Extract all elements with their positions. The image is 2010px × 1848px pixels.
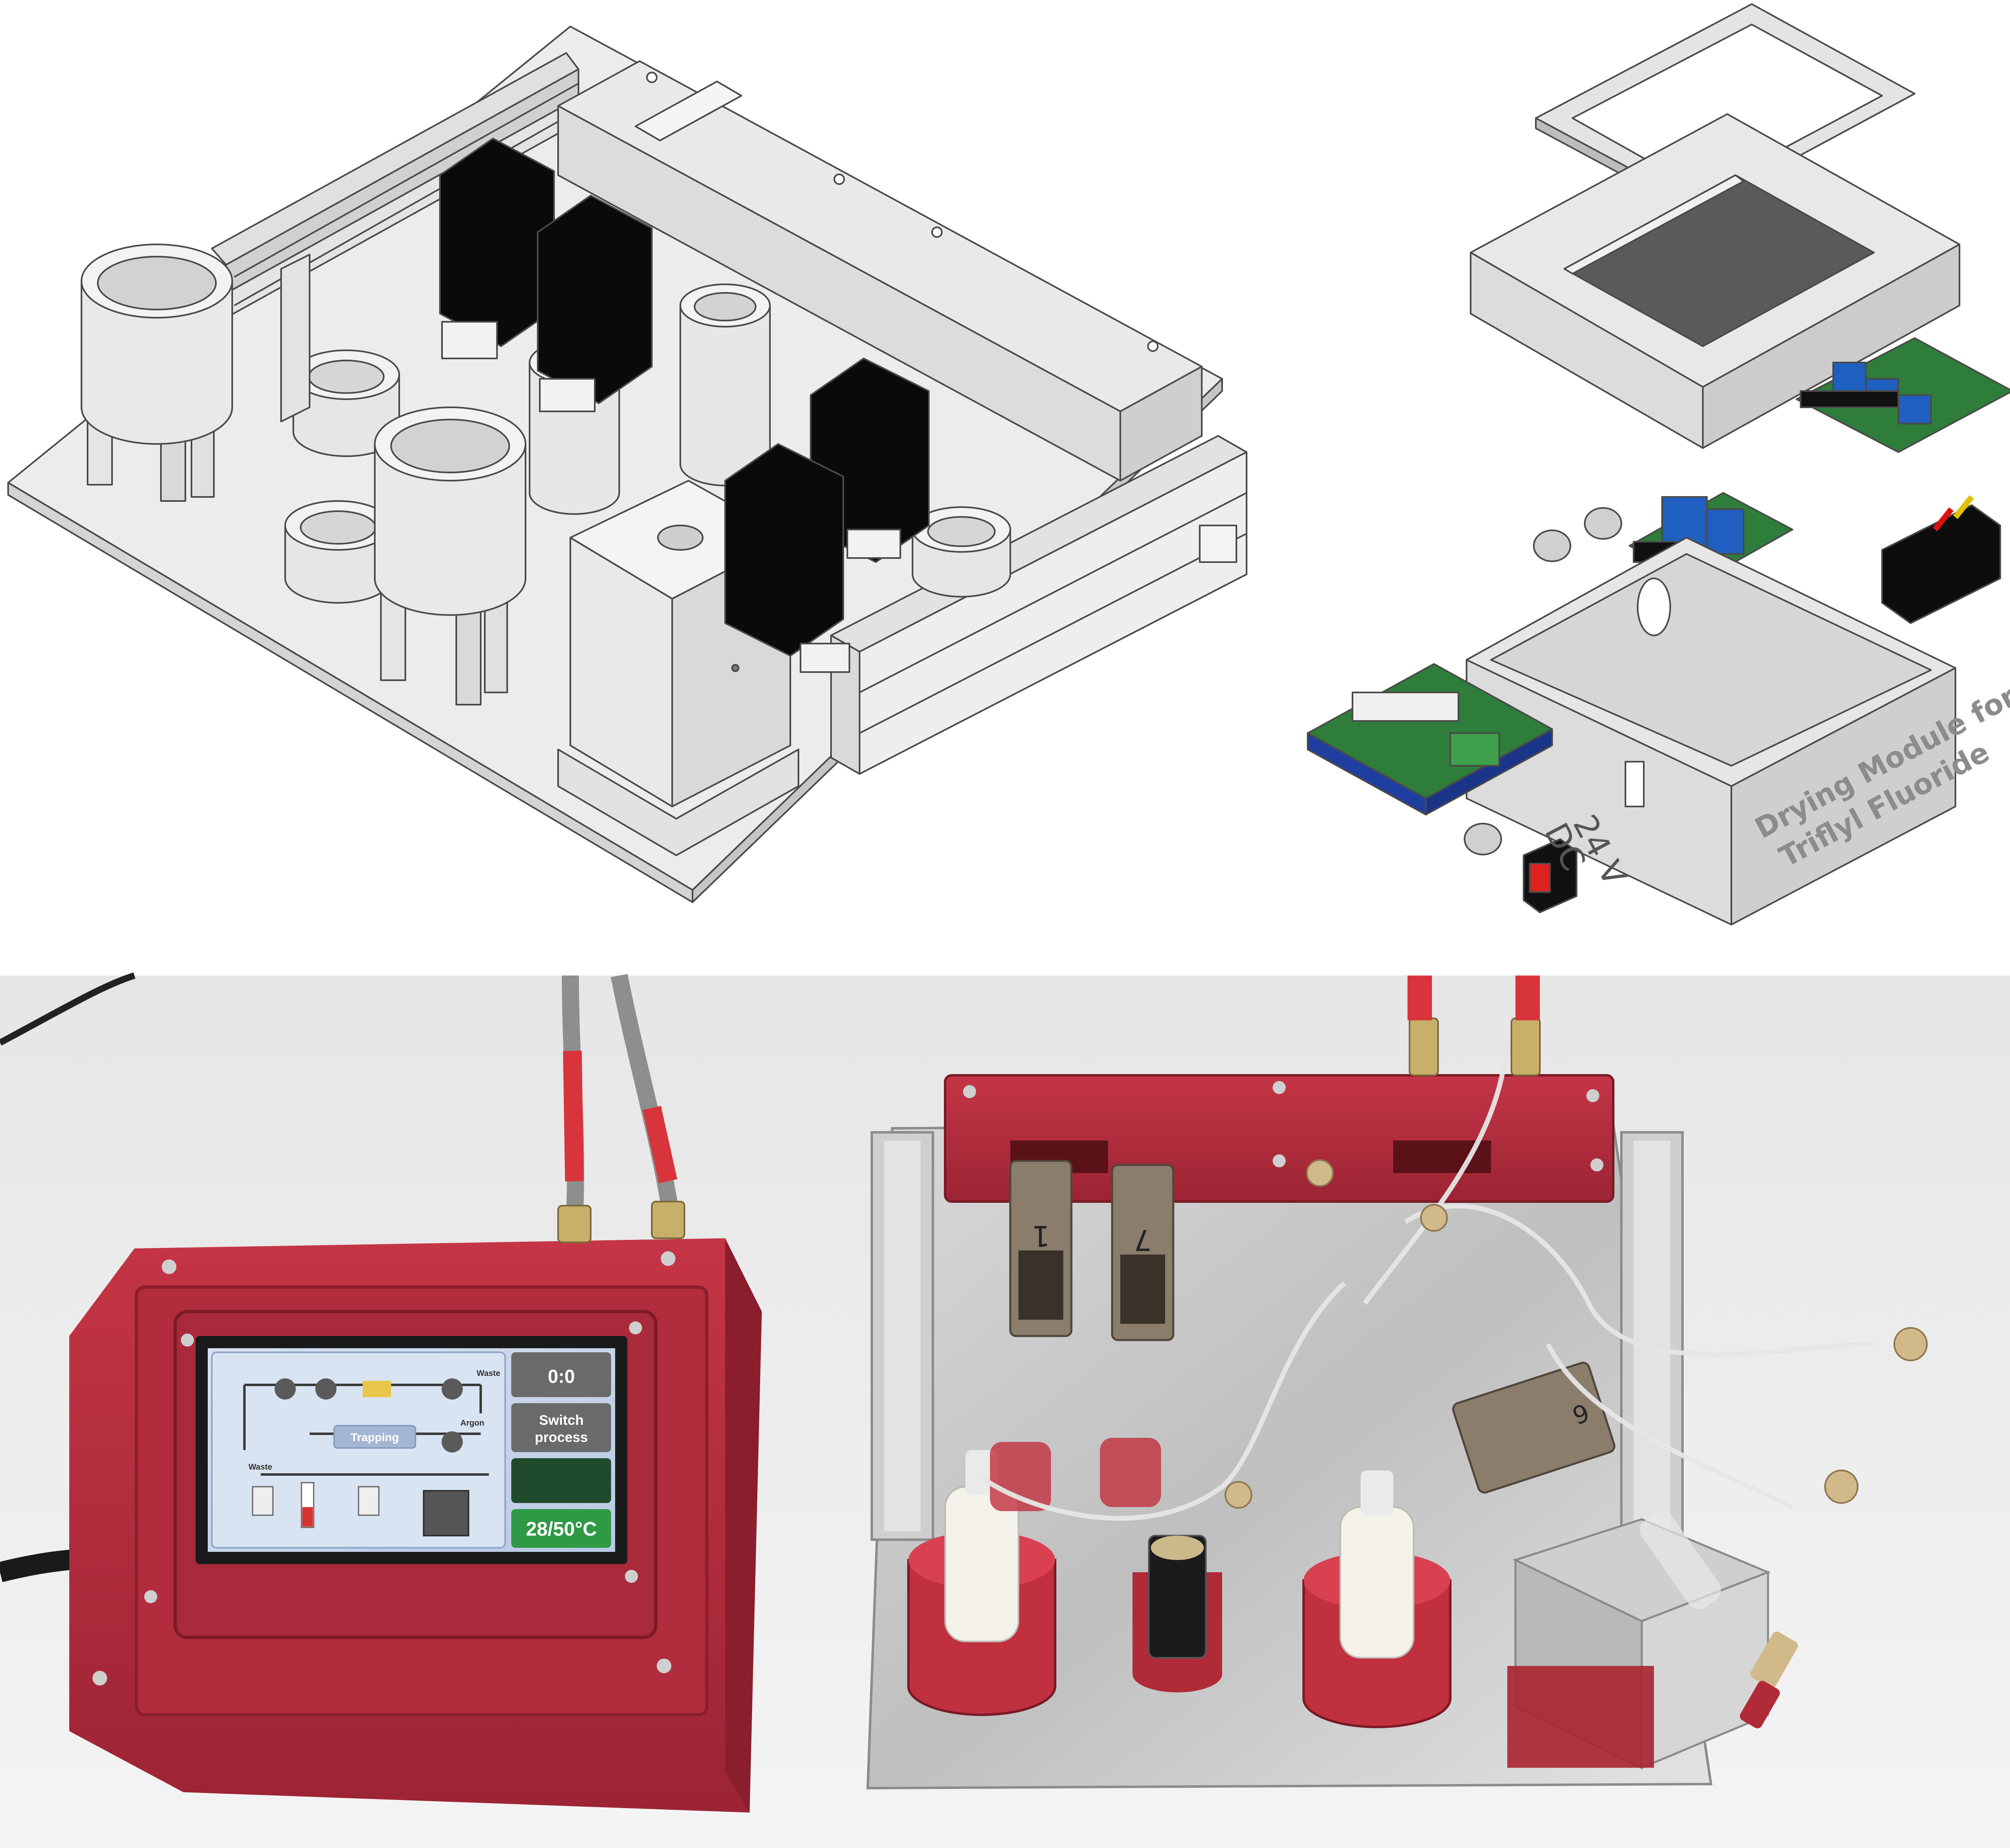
cable-black	[0, 972, 136, 1046]
cylinder-holder-large-2	[374, 407, 526, 705]
valve-label-2: 7	[1134, 1223, 1152, 1257]
touchscreen-display: Trapping Waste Argon Waste 0:0 Switch pr…	[196, 1336, 627, 1564]
argon-label: Argon	[460, 1419, 484, 1428]
rail-bracket	[280, 254, 310, 422]
temperature-value: 28/50°C	[526, 1518, 597, 1540]
trapping-label: Trapping	[351, 1431, 399, 1444]
relay-board-4ch	[1796, 337, 2010, 453]
ptfe-tubing	[976, 1034, 1874, 1521]
switch-label-2: process	[535, 1430, 588, 1445]
clamp-ring-1	[292, 349, 400, 457]
temperature-display	[511, 1509, 611, 1548]
switch-label-1: Switch	[539, 1413, 584, 1428]
valve-grey-2: 7	[1111, 1164, 1174, 1341]
heating-block-photo	[1507, 1511, 1771, 1769]
status-indicator	[511, 1458, 611, 1503]
module-connectors	[1407, 976, 1541, 1076]
clamp-ring-2	[284, 500, 392, 604]
display-lid	[1470, 113, 1960, 449]
arduino-stack	[1307, 663, 1553, 815]
box-connectors	[557, 1201, 685, 1243]
valve-grey-1: 1	[1009, 1160, 1073, 1337]
fittings	[1225, 1159, 1928, 1729]
waste-top-label: Waste	[477, 1369, 500, 1378]
valve-black-2	[537, 195, 653, 412]
cad-baseplate-assembly	[7, 26, 1247, 903]
panel-connectors	[1464, 507, 1622, 855]
valve-label-1: 1	[1032, 1219, 1050, 1253]
switch-process-button[interactable]	[511, 1403, 611, 1452]
vial-holder-2	[1302, 1470, 1451, 1728]
vial-holder-1	[907, 1450, 1056, 1716]
valve-black-4	[724, 443, 850, 673]
power-terminal	[1881, 495, 2001, 624]
cylinder-holder-large-1	[81, 244, 233, 502]
cartridge-holder	[1133, 1535, 1222, 1692]
clamp-ring-3	[912, 506, 1011, 598]
timer-value: 0:0	[548, 1366, 575, 1387]
cable-grey-2	[611, 973, 681, 1224]
trapping-box	[333, 1425, 416, 1449]
timer-display	[511, 1352, 611, 1397]
power-switch-icon	[1523, 838, 1577, 913]
cad-exploded-housing	[1307, 3, 2010, 925]
tube-holder-2	[680, 283, 771, 486]
photo-setup: Trapping Waste Argon Waste 0:0 Switch pr…	[0, 972, 2010, 1848]
waste-left-label: Waste	[249, 1463, 272, 1472]
